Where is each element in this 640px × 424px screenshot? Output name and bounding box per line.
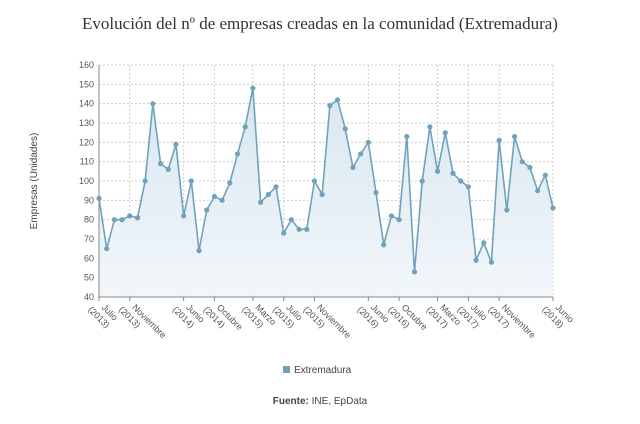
y-tick-label: 70 [84,234,94,244]
data-point[interactable] [265,191,271,198]
legend-swatch-icon [283,366,290,373]
source-note: Fuente: INE, EpData [0,396,640,407]
data-point[interactable] [504,207,510,213]
x-tick-label: Noviembre(2013) [117,302,168,340]
series-line [98,88,554,272]
data-point[interactable] [234,151,241,157]
data-point[interactable] [150,101,156,107]
line-layer [98,88,554,272]
data-point[interactable] [188,178,194,184]
data-point[interactable] [242,124,248,130]
x-tick-label: Octubre(2014) [202,302,245,332]
data-point[interactable] [527,164,533,171]
data-point[interactable] [173,141,179,147]
x-tick-label: Julio(2015) [271,302,305,330]
data-point[interactable] [404,133,410,140]
y-tick-label: 90 [84,195,94,205]
x-tick-label: Julio(2017) [456,302,490,330]
y-tick-label: 120 [79,137,94,147]
data-point[interactable] [542,172,548,178]
data-point[interactable] [257,199,264,205]
data-point[interactable] [104,246,110,252]
data-point[interactable] [157,161,164,167]
data-point[interactable] [142,178,148,184]
data-point[interactable] [304,226,310,232]
x-tick-label: Noviembre(2017) [486,302,537,340]
data-point[interactable] [196,248,202,254]
data-point[interactable] [281,230,287,236]
x-tick-label: Octubre(2016) [386,302,429,332]
x-tick-label: Junio(2016) [355,302,391,330]
data-point[interactable] [511,133,518,140]
data-point[interactable] [473,257,479,263]
data-point[interactable] [419,178,425,184]
data-point[interactable] [127,213,133,219]
data-point[interactable] [350,164,356,171]
data-point[interactable] [334,97,341,103]
data-point[interactable] [427,124,433,130]
y-tick-label: 80 [84,215,94,225]
data-point[interactable] [550,205,556,211]
y-tick-label: 160 [79,60,94,70]
legend-label: Extremadura [294,365,352,376]
chart-title: Evolución del nº de empresas creadas en … [82,14,558,33]
data-point[interactable] [181,213,187,219]
source-text: INE, EpData [308,396,368,407]
data-point[interactable] [211,193,218,200]
x-tick-label: Junio(2018) [540,302,576,330]
y-tick-label: 50 [84,273,94,283]
x-tick-label: Junio(2014) [171,302,207,330]
data-point[interactable] [365,139,371,145]
data-point[interactable] [388,213,395,219]
data-point[interactable] [442,130,448,136]
data-point[interactable] [319,191,325,198]
data-point[interactable] [204,207,210,213]
area-layer [99,88,553,297]
data-point[interactable] [134,215,141,221]
data-point[interactable] [165,166,171,172]
y-tick-label: 150 [79,79,94,89]
data-point[interactable] [381,242,387,248]
data-point[interactable] [119,217,125,223]
data-point[interactable] [273,184,279,190]
data-point[interactable] [311,178,318,184]
x-tick-label: Marzo(2017) [425,302,463,330]
data-point[interactable] [342,126,348,132]
data-point[interactable] [496,137,502,143]
data-point[interactable] [411,269,418,275]
data-point[interactable] [519,159,525,165]
data-point[interactable] [458,178,464,184]
data-point[interactable] [111,217,117,223]
data-point[interactable] [358,151,364,157]
data-point[interactable] [535,188,541,194]
data-point[interactable] [396,217,402,223]
y-tick-label: 140 [79,99,94,109]
data-point[interactable] [434,168,441,174]
data-point[interactable] [296,226,302,232]
data-point[interactable] [481,240,487,246]
y-tick-label: 100 [79,176,94,186]
data-point[interactable] [327,103,333,109]
data-point[interactable] [219,197,225,203]
series-area [99,88,553,297]
legend[interactable]: Extremadura [283,365,352,376]
point-layer [96,85,556,275]
data-point[interactable] [250,85,256,91]
data-point[interactable] [488,259,495,265]
y-tick-label: 110 [80,157,94,167]
data-point[interactable] [373,190,379,196]
data-point[interactable] [227,180,233,186]
x-tick-label: Noviembre(2015) [302,302,353,340]
data-point[interactable] [288,217,294,223]
y-tick-label: 60 [84,253,94,263]
x-tick-label: Marzo(2015) [240,302,278,330]
data-point[interactable] [465,184,471,190]
y-axis-title: Empresas (Unidades) [29,133,40,230]
y-tick-label: 130 [79,118,94,128]
data-point[interactable] [450,170,456,176]
y-tick-label: 40 [84,292,94,302]
source-label: Fuente: [272,396,309,407]
